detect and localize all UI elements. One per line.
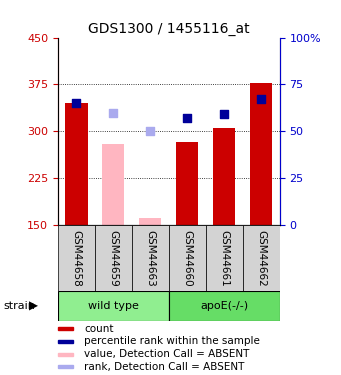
Text: GSM44661: GSM44661 (219, 230, 229, 287)
Point (184, 115, 190, 121)
Point (222, 111, 227, 117)
Text: strain: strain (3, 302, 35, 311)
Text: GSM44663: GSM44663 (145, 230, 155, 287)
Point (258, 96, 264, 102)
Bar (58, 365, 73, 368)
Bar (176, 142, 198, 225)
Bar (132, 225, 169, 291)
Title: GDS1300 / 1455116_at: GDS1300 / 1455116_at (88, 22, 250, 36)
Bar (243, 225, 280, 291)
Bar (169, 291, 280, 321)
Bar (58, 291, 169, 321)
Text: GSM44660: GSM44660 (182, 230, 192, 287)
Bar (95, 225, 132, 291)
Bar (250, 82, 272, 225)
Text: rank, Detection Call = ABSENT: rank, Detection Call = ABSENT (84, 362, 244, 372)
Bar (102, 144, 124, 225)
Bar (169, 225, 206, 291)
Text: GSM44658: GSM44658 (72, 230, 81, 287)
Bar (58, 353, 73, 356)
Point (148, 128, 153, 134)
Text: ▶: ▶ (29, 300, 38, 313)
Point (74, 100, 79, 106)
Bar (65, 103, 88, 225)
Bar (58, 340, 73, 343)
Point (110, 110, 116, 116)
Bar (139, 217, 161, 225)
Bar (58, 225, 95, 291)
Bar (213, 128, 235, 225)
Text: wild type: wild type (88, 301, 139, 310)
Text: GSM44659: GSM44659 (108, 230, 118, 287)
Text: GSM44662: GSM44662 (256, 230, 266, 287)
Text: percentile rank within the sample: percentile rank within the sample (84, 336, 260, 346)
Text: apoE(-/-): apoE(-/-) (200, 301, 248, 310)
Text: count: count (84, 324, 114, 334)
Bar (206, 225, 243, 291)
Bar (58, 327, 73, 330)
Text: value, Detection Call = ABSENT: value, Detection Call = ABSENT (84, 349, 249, 359)
